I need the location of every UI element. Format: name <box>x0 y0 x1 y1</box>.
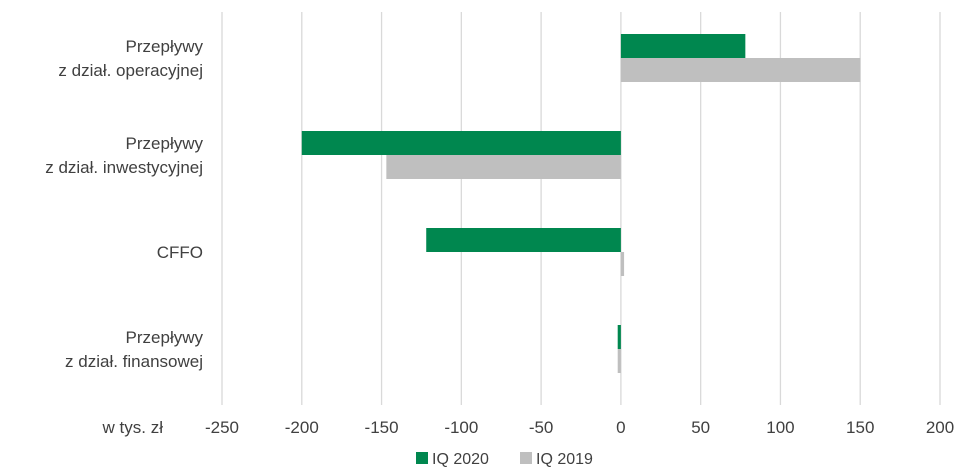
x-tick-label: -50 <box>529 418 554 437</box>
x-tick-label: -200 <box>285 418 319 437</box>
legend-label: IQ 2020 <box>432 451 489 468</box>
x-tick-label: -250 <box>205 418 239 437</box>
bar-iq2020 <box>617 325 621 349</box>
x-tick-label: -150 <box>365 418 399 437</box>
legend-swatch <box>520 452 532 464</box>
bar-iq2019 <box>386 155 621 179</box>
bar-iq2019 <box>620 58 861 82</box>
unit-label: w tys. zł <box>102 418 164 437</box>
category-label: z dział. finansowej <box>65 352 203 371</box>
bar-iq2019 <box>617 349 621 373</box>
bar-iq2020 <box>301 131 621 155</box>
legend-label: IQ 2019 <box>536 451 593 468</box>
category-label: Przepływy <box>126 134 204 153</box>
legend-swatch <box>416 452 428 464</box>
x-tick-label: 200 <box>926 418 954 437</box>
x-tick-label: 50 <box>691 418 710 437</box>
bar-iq2019 <box>620 252 625 276</box>
x-tick-label: 0 <box>616 418 625 437</box>
category-label: Przepływy <box>126 37 204 56</box>
category-label: z dział. operacyjnej <box>58 61 203 80</box>
x-tick-label: -100 <box>444 418 478 437</box>
bar-iq2020 <box>426 228 621 252</box>
category-label: z dział. inwestycyjnej <box>45 158 203 177</box>
category-label: Przepływy <box>126 328 204 347</box>
x-tick-label: 100 <box>766 418 794 437</box>
x-tick-label: 150 <box>846 418 874 437</box>
bar-iq2020 <box>620 34 746 58</box>
category-label: CFFO <box>157 243 203 262</box>
